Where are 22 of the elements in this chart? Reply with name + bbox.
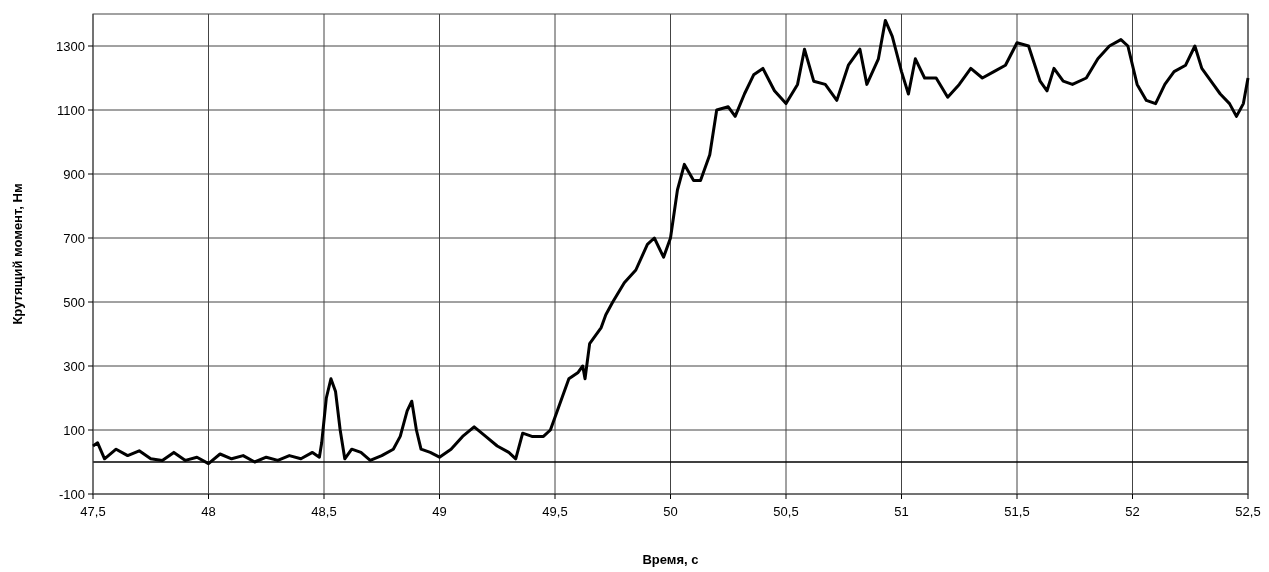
y-tick-label: 100 xyxy=(63,422,85,438)
y-tick-label: 900 xyxy=(63,166,85,182)
x-tick-label: 50 xyxy=(663,504,678,519)
x-tick-label: 51 xyxy=(894,504,909,519)
x-tick-label: 51,5 xyxy=(1004,504,1030,519)
x-tick-label: 52 xyxy=(1125,504,1140,519)
x-tick-label: 50,5 xyxy=(773,504,799,519)
x-tick-label: 52,5 xyxy=(1235,504,1261,519)
line-series xyxy=(91,18,1250,466)
y-tick-label: 500 xyxy=(63,294,85,310)
y-tick-label: 300 xyxy=(63,358,85,374)
y-tick-label: 700 xyxy=(63,230,85,246)
x-tick-label: 47,5 xyxy=(80,504,106,519)
x-tick-label: 48,5 xyxy=(311,504,337,519)
x-tick-label: 48 xyxy=(201,504,216,519)
y-axis-title: Крутящий момент, Нм xyxy=(10,183,25,325)
x-tick-label: 49,5 xyxy=(542,504,568,519)
y-tick-label: -100 xyxy=(58,486,85,502)
y-tick-label: 1300 xyxy=(56,38,85,54)
x-axis-title: Время, с xyxy=(642,552,699,567)
y-tick-label: 1100 xyxy=(57,102,85,118)
x-tick-label: 49 xyxy=(432,504,447,519)
